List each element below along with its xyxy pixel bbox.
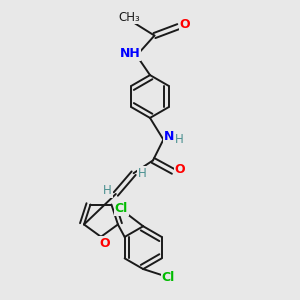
Text: H: H bbox=[103, 184, 112, 197]
Text: Cl: Cl bbox=[161, 271, 175, 284]
Text: O: O bbox=[99, 237, 110, 250]
Text: NH: NH bbox=[120, 47, 140, 60]
Text: H: H bbox=[175, 133, 184, 146]
Text: Cl: Cl bbox=[115, 202, 128, 215]
Text: N: N bbox=[164, 130, 175, 143]
Text: H: H bbox=[138, 167, 146, 180]
Text: O: O bbox=[174, 163, 185, 176]
Text: O: O bbox=[179, 18, 190, 31]
Text: CH₃: CH₃ bbox=[118, 11, 140, 24]
